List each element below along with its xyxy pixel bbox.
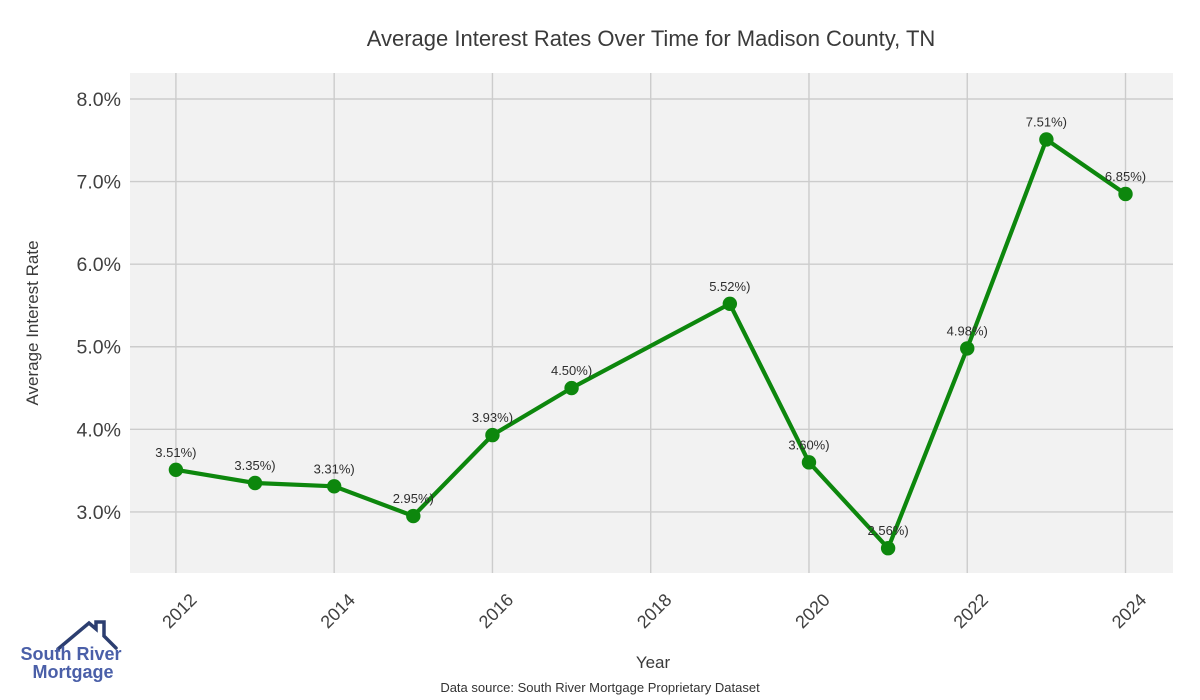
y-tick-label: 5.0% bbox=[77, 337, 121, 359]
data-point-marker bbox=[485, 427, 500, 443]
x-tick-label: 2018 bbox=[633, 590, 675, 632]
y-axis-label: Average Interest Rate bbox=[23, 240, 42, 405]
data-point-marker bbox=[168, 462, 184, 477]
x-tick-labels: 2012 2014 2016 2018 2020 2022 2024 bbox=[158, 590, 1150, 632]
y-tick-label: 7.0% bbox=[77, 172, 121, 194]
chart-title: Average Interest Rates Over Time for Mad… bbox=[367, 26, 936, 51]
logo-text-line1: South River bbox=[20, 644, 121, 664]
x-tick-label: 2024 bbox=[1108, 590, 1150, 632]
x-tick-label: 2020 bbox=[791, 590, 833, 632]
data-point-label: 2.95%) bbox=[393, 491, 434, 506]
y-tick-label: 3.0% bbox=[77, 502, 121, 524]
x-tick-label: 2016 bbox=[475, 590, 517, 632]
data-point-marker bbox=[880, 541, 896, 556]
house-roof-icon bbox=[56, 620, 118, 651]
company-logo: South River Mortgage bbox=[20, 620, 122, 682]
data-source-note: Data source: South River Mortgage Propri… bbox=[440, 680, 760, 695]
data-point-label: 3.35%) bbox=[234, 458, 275, 473]
data-point-label: 6.85%) bbox=[1105, 169, 1146, 184]
y-tick-label: 4.0% bbox=[77, 419, 121, 441]
data-point-label: 4.98%) bbox=[947, 323, 988, 338]
x-axis-label: Year bbox=[636, 653, 671, 672]
data-point-label: 3.93%) bbox=[472, 410, 513, 425]
data-point-marker bbox=[722, 296, 738, 312]
y-tick-label: 6.0% bbox=[77, 254, 121, 276]
data-point-label: 3.31%) bbox=[314, 461, 355, 476]
data-point-marker bbox=[564, 380, 579, 396]
data-point-marker bbox=[1118, 186, 1133, 202]
data-point-labels: 3.51%) 3.35%) 3.31%) 2.95%) 3.93%) 4.50%) 5.52… bbox=[155, 114, 1146, 538]
data-point-label: 2.56%) bbox=[868, 523, 909, 538]
data-point-marker bbox=[326, 479, 342, 494]
gridlines bbox=[130, 73, 1173, 573]
data-series bbox=[168, 132, 1133, 556]
y-tick-label: 8.0% bbox=[77, 89, 121, 111]
series-line bbox=[173, 137, 1128, 551]
data-point-label: 3.60%) bbox=[788, 437, 829, 452]
y-tick-labels: 3.0% 4.0% 5.0% 6.0% 7.0% 8.0% bbox=[77, 89, 121, 524]
data-point-label: 7.51%) bbox=[1026, 114, 1067, 129]
logo-text-line2: Mortgage bbox=[33, 662, 114, 682]
x-tick-label: 2014 bbox=[317, 590, 359, 632]
data-point-marker bbox=[1039, 132, 1054, 147]
data-point-marker bbox=[406, 508, 421, 524]
x-tick-label: 2022 bbox=[950, 590, 992, 632]
x-tick-label: 2012 bbox=[158, 590, 200, 632]
data-point-label: 5.52%) bbox=[709, 279, 750, 294]
data-point-marker bbox=[247, 475, 263, 491]
data-point-marker bbox=[960, 341, 975, 356]
plot-area bbox=[130, 73, 1173, 573]
data-point-marker bbox=[801, 455, 817, 470]
data-point-label: 4.50%) bbox=[551, 363, 592, 378]
data-point-label: 3.51%) bbox=[155, 445, 196, 460]
